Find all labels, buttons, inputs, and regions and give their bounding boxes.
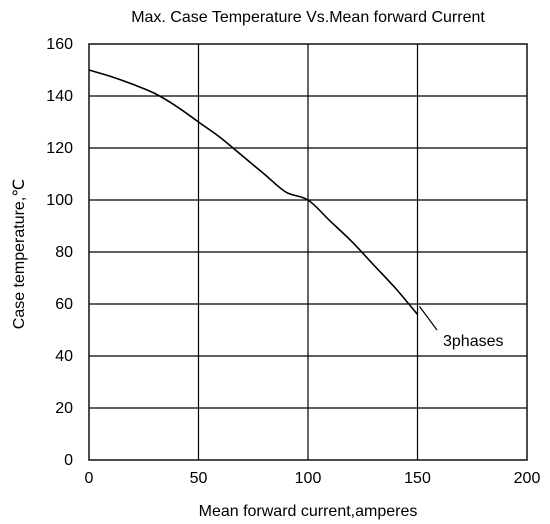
y-tick-label: 0 xyxy=(64,452,73,469)
y-tick-label: 40 xyxy=(55,348,73,365)
y-tick-label: 80 xyxy=(55,244,73,261)
y-tick-label: 20 xyxy=(55,400,73,417)
x-tick-label: 50 xyxy=(190,470,208,487)
grid xyxy=(89,44,527,460)
x-tick-label: 150 xyxy=(404,470,431,487)
y-tick-label: 140 xyxy=(46,88,73,105)
x-tick-label: 100 xyxy=(295,470,322,487)
y-axis-label: Case temperature,℃ xyxy=(11,179,28,329)
annotation-leader-line xyxy=(419,306,438,331)
chart-title: Max. Case Temperature Vs.Mean forward Cu… xyxy=(131,9,485,26)
x-axis-label: Mean forward current,amperes xyxy=(199,503,418,520)
x-tick-label: 200 xyxy=(514,470,541,487)
plot-frame xyxy=(88,43,528,461)
series-line-3phases xyxy=(88,69,419,315)
annotation-label: 3phases xyxy=(443,333,504,350)
y-tick-labels: 0 20 40 60 80 100 120 140 160 xyxy=(46,36,73,469)
y-tick-label: 120 xyxy=(46,140,73,157)
x-tick-label: 0 xyxy=(85,470,94,487)
y-tick-label: 60 xyxy=(55,296,73,313)
x-tick-labels: 0 50 100 150 200 xyxy=(85,470,541,487)
y-tick-label: 160 xyxy=(46,36,73,53)
y-tick-label: 100 xyxy=(46,192,73,209)
